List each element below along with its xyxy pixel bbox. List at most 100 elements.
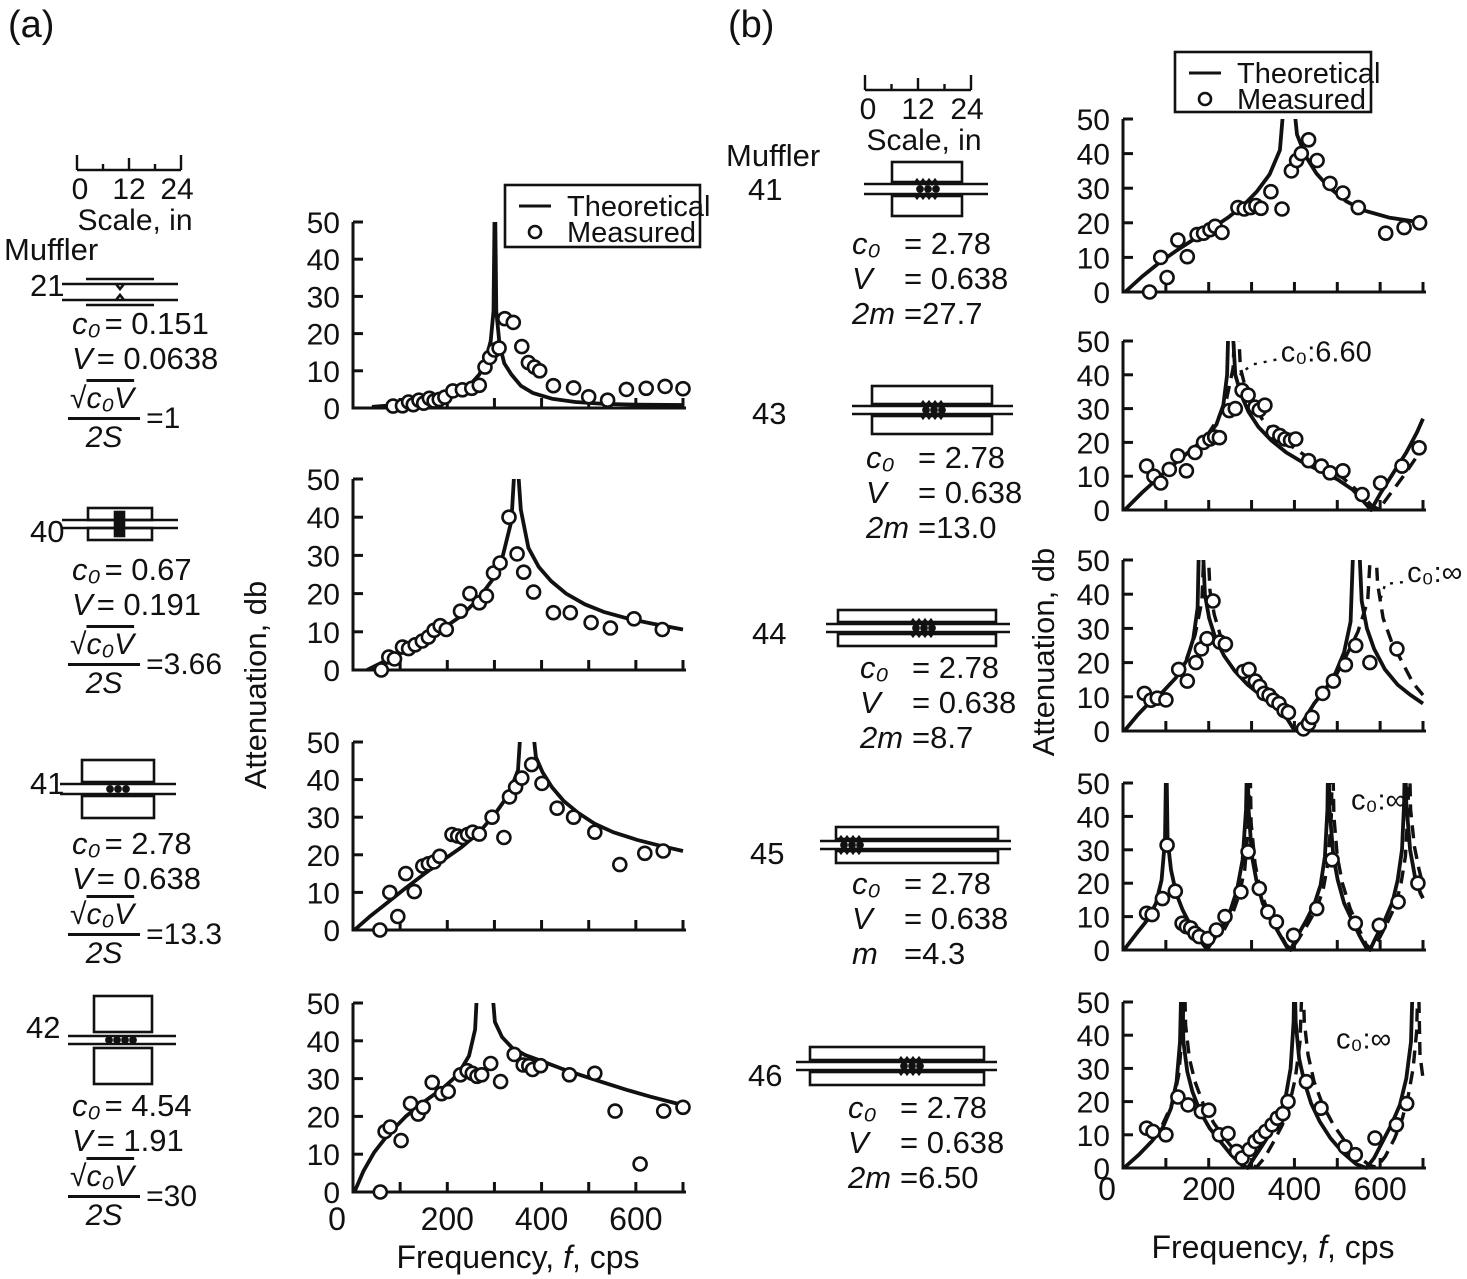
y-tick-label: 10 (1077, 1120, 1110, 1153)
muffler-a-41-fraction: √c₀V 2S =13.3 (68, 898, 222, 971)
measured-points (1138, 1073, 1415, 1166)
measured-point (424, 1074, 441, 1091)
measured-point (532, 1057, 549, 1074)
measured-point (1217, 908, 1233, 925)
param-symbol: c₀ (72, 826, 101, 861)
x-tick-label: 400 (1268, 1171, 1321, 1207)
y-tick-label: 40 (1077, 360, 1110, 393)
x-tick-label: 400 (515, 1201, 568, 1237)
muffler-b-44-number: 44 (752, 616, 787, 651)
y-tick-label: 30 (1077, 394, 1110, 427)
param-value: = 4.54 (104, 1088, 192, 1123)
measured-point (618, 381, 635, 398)
param-symbol: 2m (866, 510, 910, 545)
measured-point (1350, 199, 1367, 216)
measured-points (373, 509, 671, 678)
measured-point (440, 1083, 457, 1100)
axes (1121, 341, 1426, 512)
measured-point (482, 1055, 499, 1072)
y-tick-label: 30 (307, 281, 340, 314)
dashed-theoretical-curve (1205, 341, 1236, 437)
annotation-b4: c₀:∞ (1351, 785, 1406, 817)
measured-point (1260, 904, 1276, 920)
measured-point (607, 1103, 623, 1119)
param-symbol: c₀ (866, 440, 895, 475)
muffler-a-21-params: c₀ = 0.151 V = 0.0638 (72, 306, 218, 376)
param-symbol: c₀ (860, 650, 889, 685)
measured-point (1390, 894, 1406, 910)
measured-point (549, 800, 565, 817)
y-tick-label: 10 (1077, 682, 1110, 715)
measured-point (1411, 215, 1428, 231)
param-symbol: V (852, 901, 873, 936)
y-tick-label: 50 (307, 988, 340, 1021)
legend-theoretical-label: Theoretical (567, 191, 710, 223)
measured-point (1324, 851, 1340, 868)
axes (351, 742, 686, 932)
muffler-param-line: V = 0.638 (72, 861, 201, 896)
y-tick-label: 10 (307, 617, 340, 650)
measured-point (438, 621, 455, 638)
measured-point (473, 1067, 490, 1083)
axes (1121, 119, 1426, 294)
measured-point (382, 1119, 399, 1135)
annotation-b3: c₀:∞ (1407, 557, 1462, 589)
measured-point (561, 1067, 578, 1083)
y-tick-label: 20 (1077, 427, 1110, 460)
measured-point (509, 546, 525, 562)
fraction-numerator: √c₀V (68, 1160, 141, 1198)
radical-sign: √ (70, 898, 87, 931)
muffler-b-41-params: c₀ = 2.78 V = 0.638 2m =27.7 (852, 226, 1008, 331)
x-tick-label: 600 (1353, 1171, 1406, 1207)
axes (351, 222, 686, 410)
y-tick-label: 0 (1093, 935, 1110, 968)
ruler-caption: Scale, in (77, 204, 192, 237)
measured-point (1253, 200, 1269, 217)
muffler-param-line: c₀ = 2.78 (852, 866, 1008, 901)
x-axis-title: Frequency, f, cps (1151, 1229, 1394, 1265)
y-tick-label: 30 (1077, 613, 1110, 646)
muffler-a-41-number: 41 (30, 766, 65, 801)
measured-point (1211, 429, 1228, 446)
measured-point (1335, 185, 1351, 201)
param-symbol: 2m (852, 296, 896, 331)
fraction-denominator: 2S (85, 937, 123, 970)
muffler-a-21-number: 21 (30, 268, 65, 303)
y-tick-label: 20 (1077, 1087, 1110, 1120)
panel-a-muffler-header: Muffler (4, 232, 99, 267)
muffler-param-line: c₀ = 2.78 (72, 826, 201, 861)
measured-point (1205, 593, 1221, 609)
y-tick-label: 30 (1077, 173, 1110, 206)
radical-sign: √ (70, 1160, 87, 1193)
muffler-param-line: c₀ = 2.78 (852, 226, 1008, 261)
measured-point (1322, 175, 1338, 192)
measured-point (1159, 837, 1175, 853)
muffler-param-line: c₀ = 2.78 (848, 1090, 1004, 1125)
muffler-a-40-params: c₀ = 0.67 V = 0.191 (72, 552, 201, 622)
measured-point (415, 1099, 432, 1116)
muffler-b-41-number: 41 (748, 172, 783, 207)
muffler-a-42-number: 42 (26, 1010, 61, 1045)
ruler-tick-label: 12 (112, 173, 145, 206)
measured-point (1347, 915, 1364, 932)
measured-points (372, 756, 672, 938)
muffler-param-line: V = 1.91 (72, 1123, 192, 1158)
fraction-numerator: √c₀V (68, 382, 141, 420)
measured-point (1167, 883, 1184, 900)
measured-point (1287, 431, 1304, 447)
muffler-param-line: V = 0.638 (848, 1125, 1004, 1160)
param-symbol: V (860, 685, 881, 720)
measured-point (545, 377, 562, 394)
muffler-a-42-diagram-perforated-square-chamber (66, 992, 178, 1093)
y-tick-label: 30 (307, 540, 340, 573)
y-tick-label: 0 (1093, 277, 1110, 310)
measured-point (1180, 1097, 1196, 1113)
param-value: = 0.151 (104, 306, 209, 341)
x-axis-title: Frequency, f, cps (396, 1239, 639, 1275)
param-value: = 0.638 (904, 901, 1009, 936)
param-value: =8.7 (912, 720, 974, 755)
measured-point (1280, 704, 1297, 721)
muffler-param-line: V = 0.638 (852, 261, 1008, 296)
measured-point (1188, 654, 1204, 671)
